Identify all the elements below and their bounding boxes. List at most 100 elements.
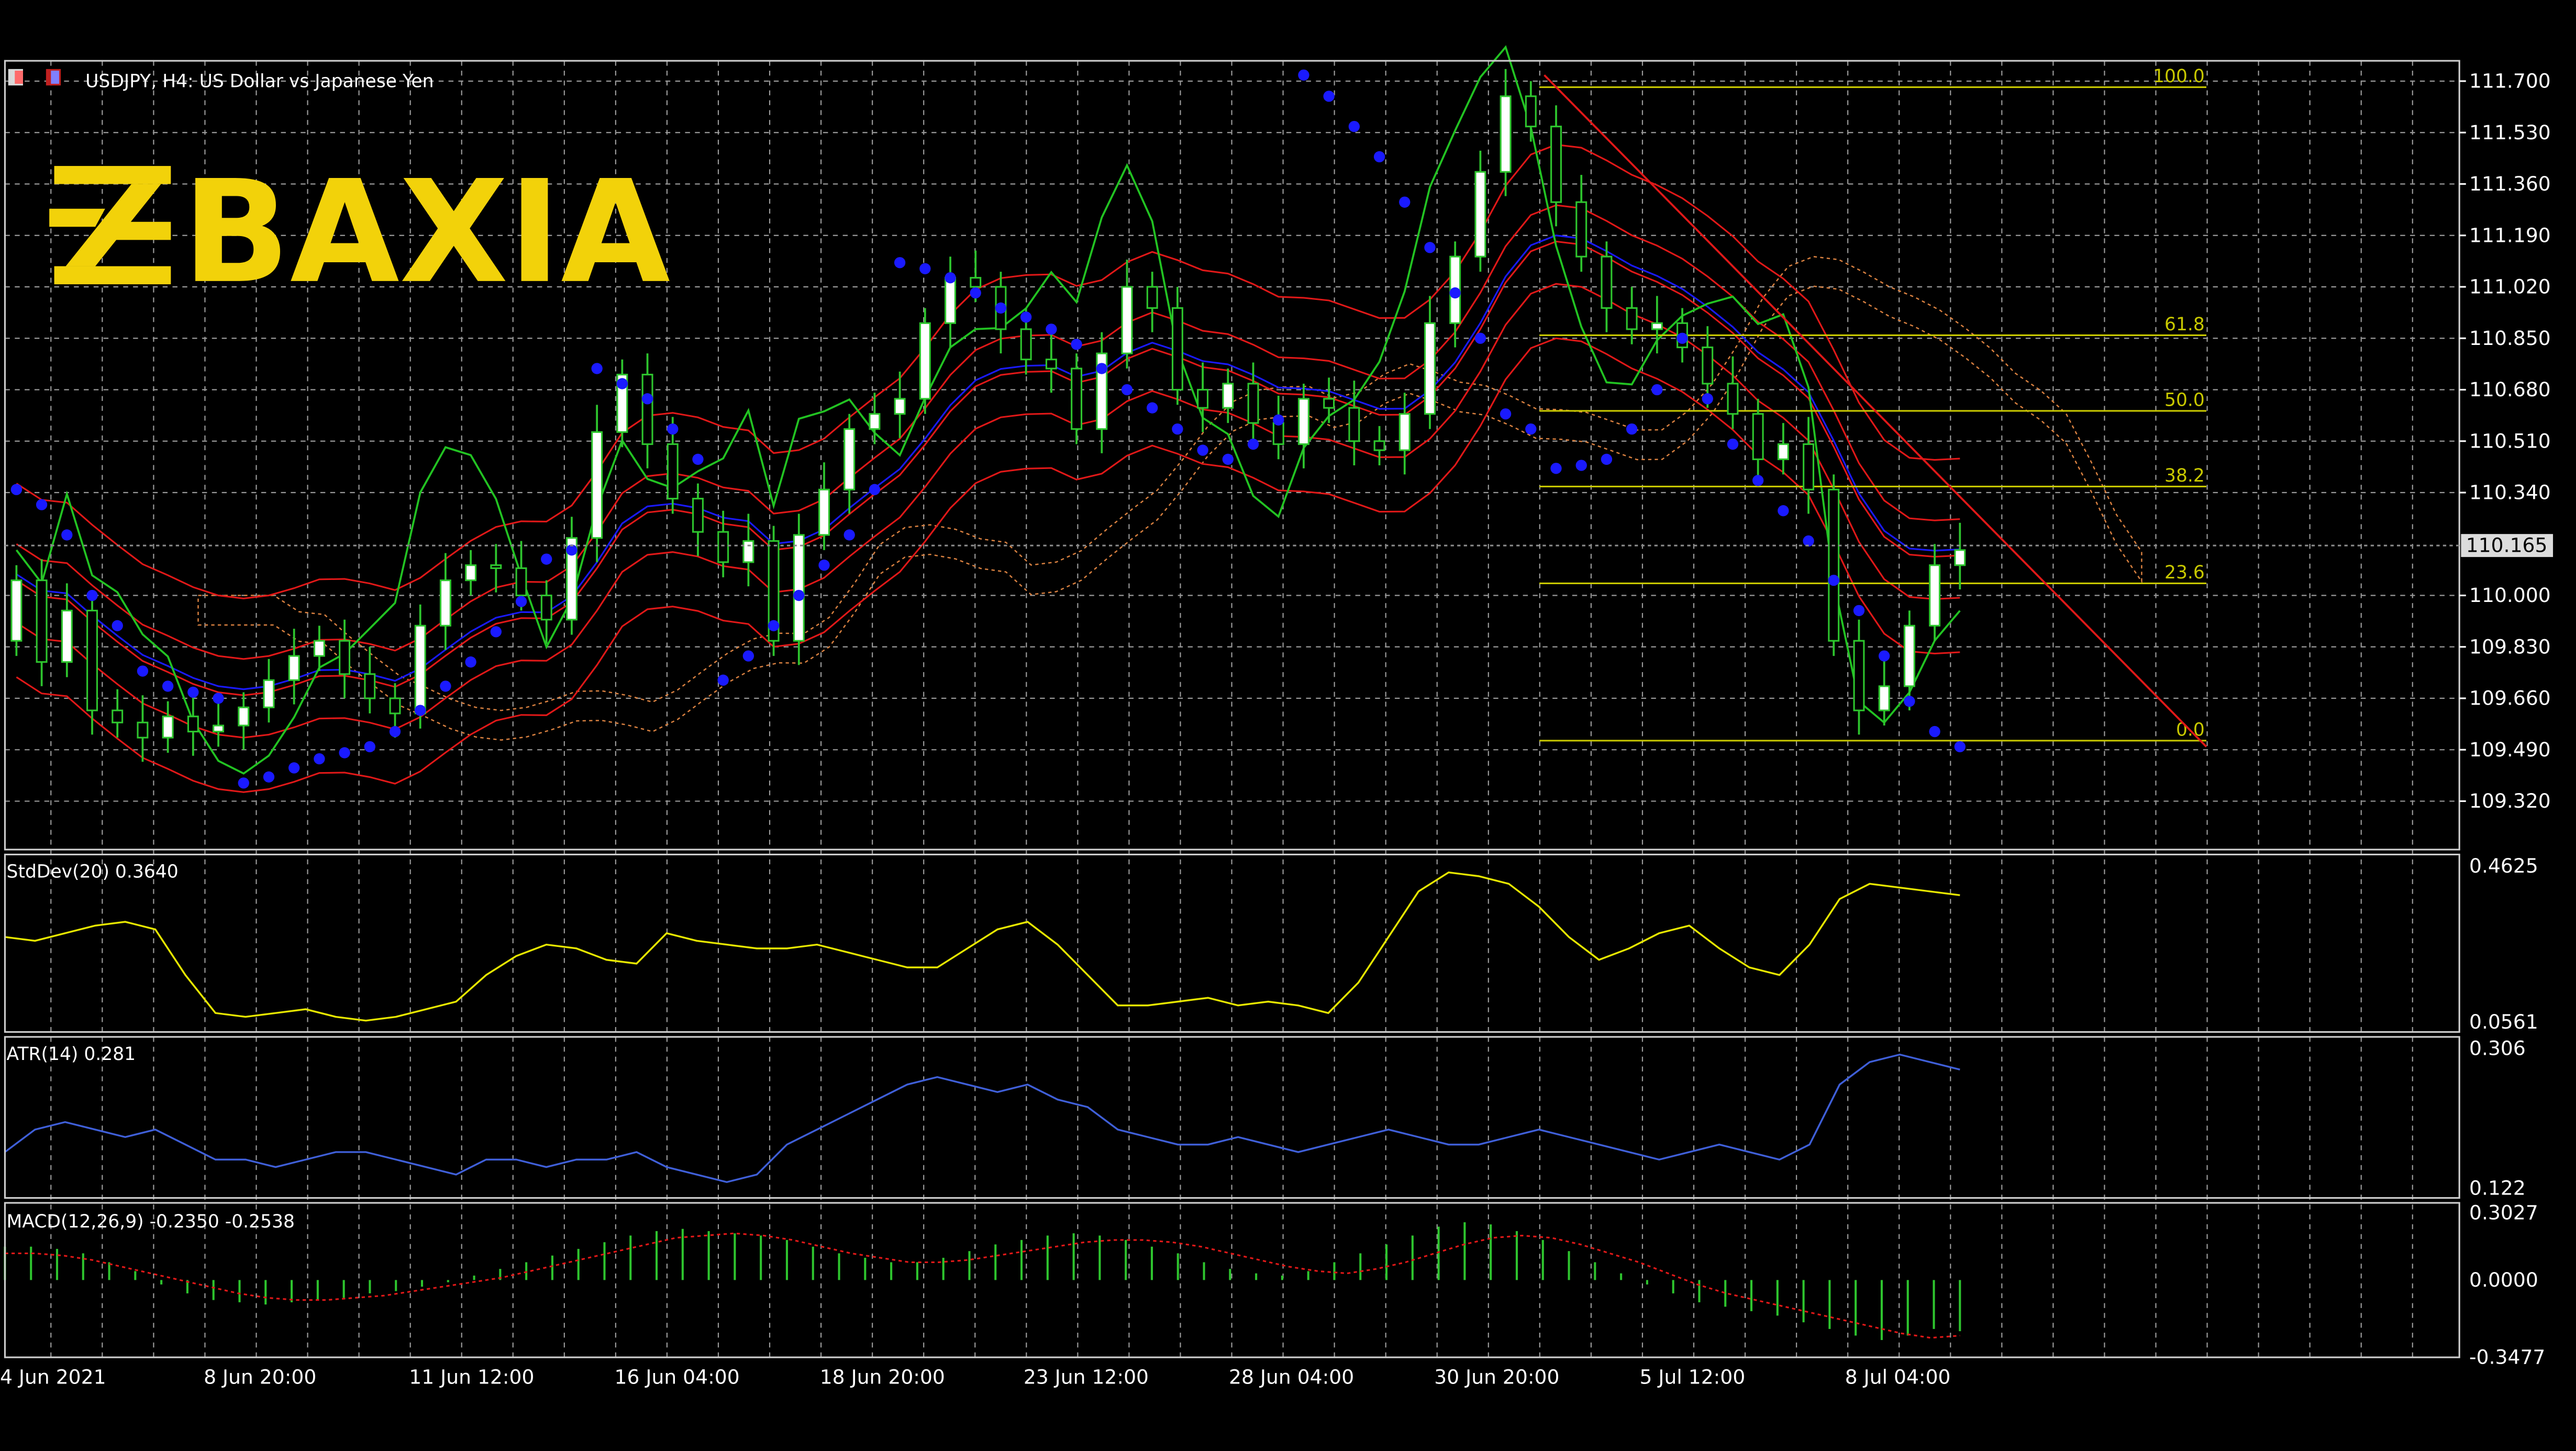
baxia-logo-mark [49, 166, 171, 285]
candle-body [112, 709, 124, 723]
candle-body [414, 624, 426, 715]
indicator-line-2 [4, 1053, 1960, 1184]
sar-dot [440, 680, 451, 692]
candle-body [1803, 443, 1815, 490]
price-tick-label: 109.660 [2469, 687, 2551, 710]
sar-dot [1046, 323, 1057, 335]
price-tick-label: 110.340 [2469, 481, 2551, 504]
indicator-icon-accent [51, 70, 59, 84]
sar-dot [112, 620, 123, 631]
sar-dot [238, 777, 249, 789]
indicator-panes: StdDev(20) 0.3640 ATR(14) 0.281 MACD(12,26… [4, 861, 1961, 1341]
indicator-line-1 [5, 871, 1960, 1022]
window-title: USDJPY, H4: US Dollar vs Japanese Yen [8, 69, 434, 92]
price-tick-label: 110.850 [2469, 327, 2551, 350]
candle-body [313, 640, 325, 657]
candle-body [565, 537, 578, 621]
sar-dot [1348, 120, 1360, 132]
time-tick-label: 11 Jun 12:00 [409, 1365, 534, 1388]
candle-body [1197, 388, 1209, 409]
candle-body [1398, 413, 1411, 451]
sar-dot [288, 762, 300, 774]
sar-dot [692, 453, 704, 465]
candle-body [1171, 307, 1183, 391]
sar-dot [339, 747, 350, 758]
candle-body [768, 540, 780, 642]
sar-dot [1020, 311, 1032, 323]
candle-body [1020, 328, 1032, 361]
sar-dot [1727, 438, 1739, 450]
price-tick-label: 111.190 [2469, 224, 2551, 247]
sar-dot [1601, 453, 1613, 465]
time-tick-label: 23 Jun 12:00 [1024, 1365, 1149, 1388]
sar-dot [1954, 741, 1966, 753]
sar-dot [86, 589, 98, 601]
candle-body [364, 673, 376, 699]
sar-dot [263, 771, 275, 783]
sar-dot [1676, 332, 1688, 344]
sar-dot [1853, 605, 1865, 617]
candle-body [843, 428, 856, 490]
candle-body [1222, 383, 1234, 409]
sar-dot [1222, 453, 1234, 465]
time-tick-label: 28 Jun 04:00 [1229, 1365, 1354, 1388]
candle-body [162, 716, 174, 739]
time-tick-label: 4 Jun 2021 [0, 1365, 106, 1388]
candle-body [692, 498, 704, 533]
sar-dot [1752, 475, 1764, 486]
sar-dot [1828, 574, 1839, 586]
pane-frame-0 [4, 60, 2460, 851]
candle-body [970, 277, 982, 288]
price-tick-label: 111.530 [2469, 121, 2551, 144]
candle-body [1727, 383, 1739, 415]
sar-dot [970, 287, 981, 299]
pane-frame-3 [4, 1202, 2460, 1358]
candle-body [1373, 440, 1385, 451]
sar-dot [894, 257, 906, 269]
trend-line [1544, 74, 2207, 747]
fibo-level-label: 50.0 [2164, 390, 2205, 411]
sar-dot [389, 726, 401, 738]
candle-body [1853, 640, 1865, 711]
candle-body [1121, 286, 1133, 354]
candle-body [389, 697, 401, 715]
candle-body [894, 398, 906, 415]
baxia-logo-text: BAXIA [182, 150, 671, 315]
sar-dot [187, 686, 199, 698]
pane-frame-2 [4, 1036, 2460, 1199]
price-axes: 111.700 111.530 111.360 111.190 111.020 110.8… [4, 60, 2553, 1369]
candle-body [187, 716, 199, 733]
price-tick-label: 110.510 [2469, 429, 2551, 452]
sar-dot [1702, 393, 1713, 405]
candle-body [490, 564, 502, 570]
ichimoku-cloud [197, 255, 2142, 741]
grid-lines [5, 61, 2460, 1358]
macd-tick-label: -0.3477 [2469, 1346, 2545, 1369]
indicator-tick-label-2: 0.306 [2469, 1036, 2526, 1059]
candle-body [1702, 347, 1714, 385]
sar-dot [162, 680, 174, 692]
candle-body [869, 413, 881, 430]
candle-body [1525, 95, 1537, 128]
candle-body [1651, 322, 1663, 330]
sar-dot [566, 544, 578, 556]
sar-dot [314, 753, 325, 765]
price-tick-label: 111.020 [2469, 275, 2551, 298]
candle-body [1272, 422, 1284, 445]
cloud-span [197, 255, 2142, 741]
macd-tick-label: 0.3027 [2469, 1201, 2538, 1224]
price-tick-label: 109.490 [2469, 738, 2551, 761]
sar-dot [1575, 460, 1587, 471]
sar-dot [995, 302, 1007, 314]
fibo-level-label: 100.0 [2153, 66, 2205, 87]
time-tick-label: 18 Jun 20:00 [820, 1365, 945, 1388]
candle-body [1146, 286, 1158, 309]
candle-body [465, 564, 477, 582]
sar-dot [1096, 363, 1107, 374]
sar-dot [1147, 402, 1158, 414]
candle-body [1247, 383, 1259, 424]
bollinger-upper [16, 143, 1960, 599]
sar-dot [1500, 408, 1512, 420]
sar-dot [1651, 384, 1663, 396]
